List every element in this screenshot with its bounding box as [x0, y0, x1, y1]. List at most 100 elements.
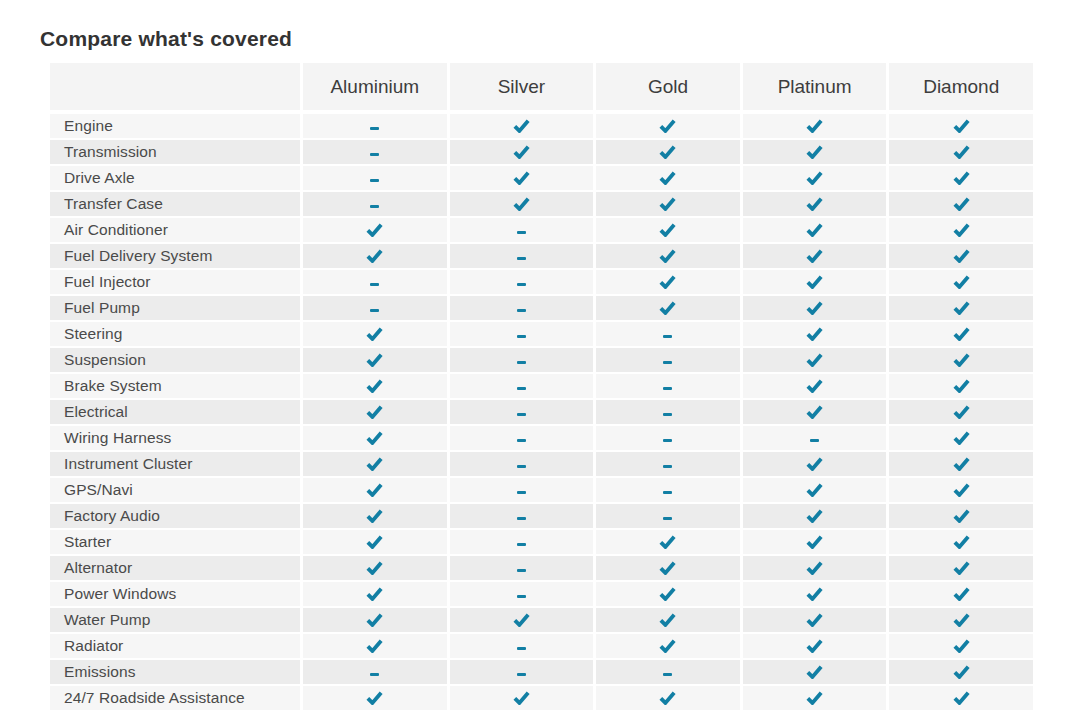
coverage-cell — [450, 608, 594, 632]
check-icon — [659, 223, 676, 237]
coverage-cell — [889, 218, 1033, 242]
dash-icon — [517, 569, 526, 572]
check-icon — [806, 561, 823, 575]
coverage-cell — [450, 530, 594, 554]
check-icon — [953, 613, 970, 627]
check-icon — [953, 301, 970, 315]
coverage-cell — [596, 348, 740, 372]
dash-icon — [370, 205, 379, 208]
check-icon — [513, 145, 530, 159]
coverage-cell — [450, 218, 594, 242]
page-title: Compare what's covered — [40, 27, 292, 51]
dash-icon — [663, 491, 672, 494]
coverage-cell — [743, 556, 887, 580]
check-icon — [513, 691, 530, 705]
row-label: Fuel Pump — [50, 296, 300, 320]
dash-icon — [370, 153, 379, 156]
coverage-cell — [743, 478, 887, 502]
coverage-cell — [743, 270, 887, 294]
check-icon — [659, 275, 676, 289]
check-icon — [659, 535, 676, 549]
table-row: Alternator — [50, 556, 1033, 580]
check-icon — [806, 301, 823, 315]
coverage-cell — [743, 686, 887, 710]
coverage-cell — [596, 140, 740, 164]
coverage-cell — [303, 478, 447, 502]
coverage-cell — [596, 686, 740, 710]
check-icon — [806, 145, 823, 159]
column-header-silver: Silver — [450, 63, 594, 110]
row-label: Electrical — [50, 400, 300, 424]
coverage-cell — [743, 296, 887, 320]
coverage-cell — [450, 244, 594, 268]
coverage-cell — [303, 270, 447, 294]
coverage-cell — [450, 634, 594, 658]
dash-icon — [517, 465, 526, 468]
coverage-cell — [450, 348, 594, 372]
dash-icon — [663, 361, 672, 364]
table-row: Steering — [50, 322, 1033, 346]
coverage-cell — [889, 348, 1033, 372]
dash-icon — [517, 491, 526, 494]
check-icon — [659, 197, 676, 211]
column-header-aluminium: Aluminium — [303, 63, 447, 110]
coverage-cell — [743, 374, 887, 398]
check-icon — [806, 275, 823, 289]
coverage-cell — [596, 478, 740, 502]
coverage-comparison-table: Aluminium Silver Gold Platinum Diamond E… — [50, 63, 1033, 710]
column-header-diamond: Diamond — [889, 63, 1033, 110]
coverage-cell — [889, 322, 1033, 346]
coverage-cell — [889, 634, 1033, 658]
check-icon — [953, 431, 970, 445]
coverage-cell — [450, 322, 594, 346]
coverage-cell — [450, 478, 594, 502]
column-header-gold: Gold — [596, 63, 740, 110]
check-icon — [953, 457, 970, 471]
row-label: Brake System — [50, 374, 300, 398]
coverage-cell — [303, 686, 447, 710]
check-icon — [513, 171, 530, 185]
coverage-cell — [596, 374, 740, 398]
check-icon — [513, 119, 530, 133]
coverage-cell — [596, 660, 740, 684]
check-icon — [806, 665, 823, 679]
row-label: Starter — [50, 530, 300, 554]
dash-icon — [663, 673, 672, 676]
check-icon — [366, 431, 383, 445]
table-row: Air Conditioner — [50, 218, 1033, 242]
row-label: GPS/Navi — [50, 478, 300, 502]
coverage-cell — [743, 582, 887, 606]
table-row: Water Pump — [50, 608, 1033, 632]
table-row: Power Windows — [50, 582, 1033, 606]
dash-icon — [517, 257, 526, 260]
row-label: Alternator — [50, 556, 300, 580]
row-label: 24/7 Roadside Assistance — [50, 686, 300, 710]
coverage-cell — [743, 634, 887, 658]
table-header-row: Aluminium Silver Gold Platinum Diamond — [50, 63, 1033, 110]
row-label: Emissions — [50, 660, 300, 684]
check-icon — [806, 483, 823, 497]
check-icon — [513, 197, 530, 211]
coverage-cell — [743, 530, 887, 554]
table-row: Radiator — [50, 634, 1033, 658]
coverage-cell — [596, 218, 740, 242]
check-icon — [953, 327, 970, 341]
coverage-cell — [743, 192, 887, 216]
table-row: Starter — [50, 530, 1033, 554]
check-icon — [366, 379, 383, 393]
coverage-cell — [450, 660, 594, 684]
coverage-cell — [889, 166, 1033, 190]
coverage-cell — [889, 686, 1033, 710]
coverage-cell — [450, 166, 594, 190]
dash-icon — [370, 179, 379, 182]
check-icon — [953, 535, 970, 549]
check-icon — [806, 171, 823, 185]
row-label: Fuel Delivery System — [50, 244, 300, 268]
check-icon — [659, 171, 676, 185]
dash-icon — [517, 595, 526, 598]
check-icon — [806, 353, 823, 367]
check-icon — [366, 613, 383, 627]
table-row: Engine — [50, 114, 1033, 138]
coverage-cell — [450, 296, 594, 320]
coverage-cell — [450, 556, 594, 580]
